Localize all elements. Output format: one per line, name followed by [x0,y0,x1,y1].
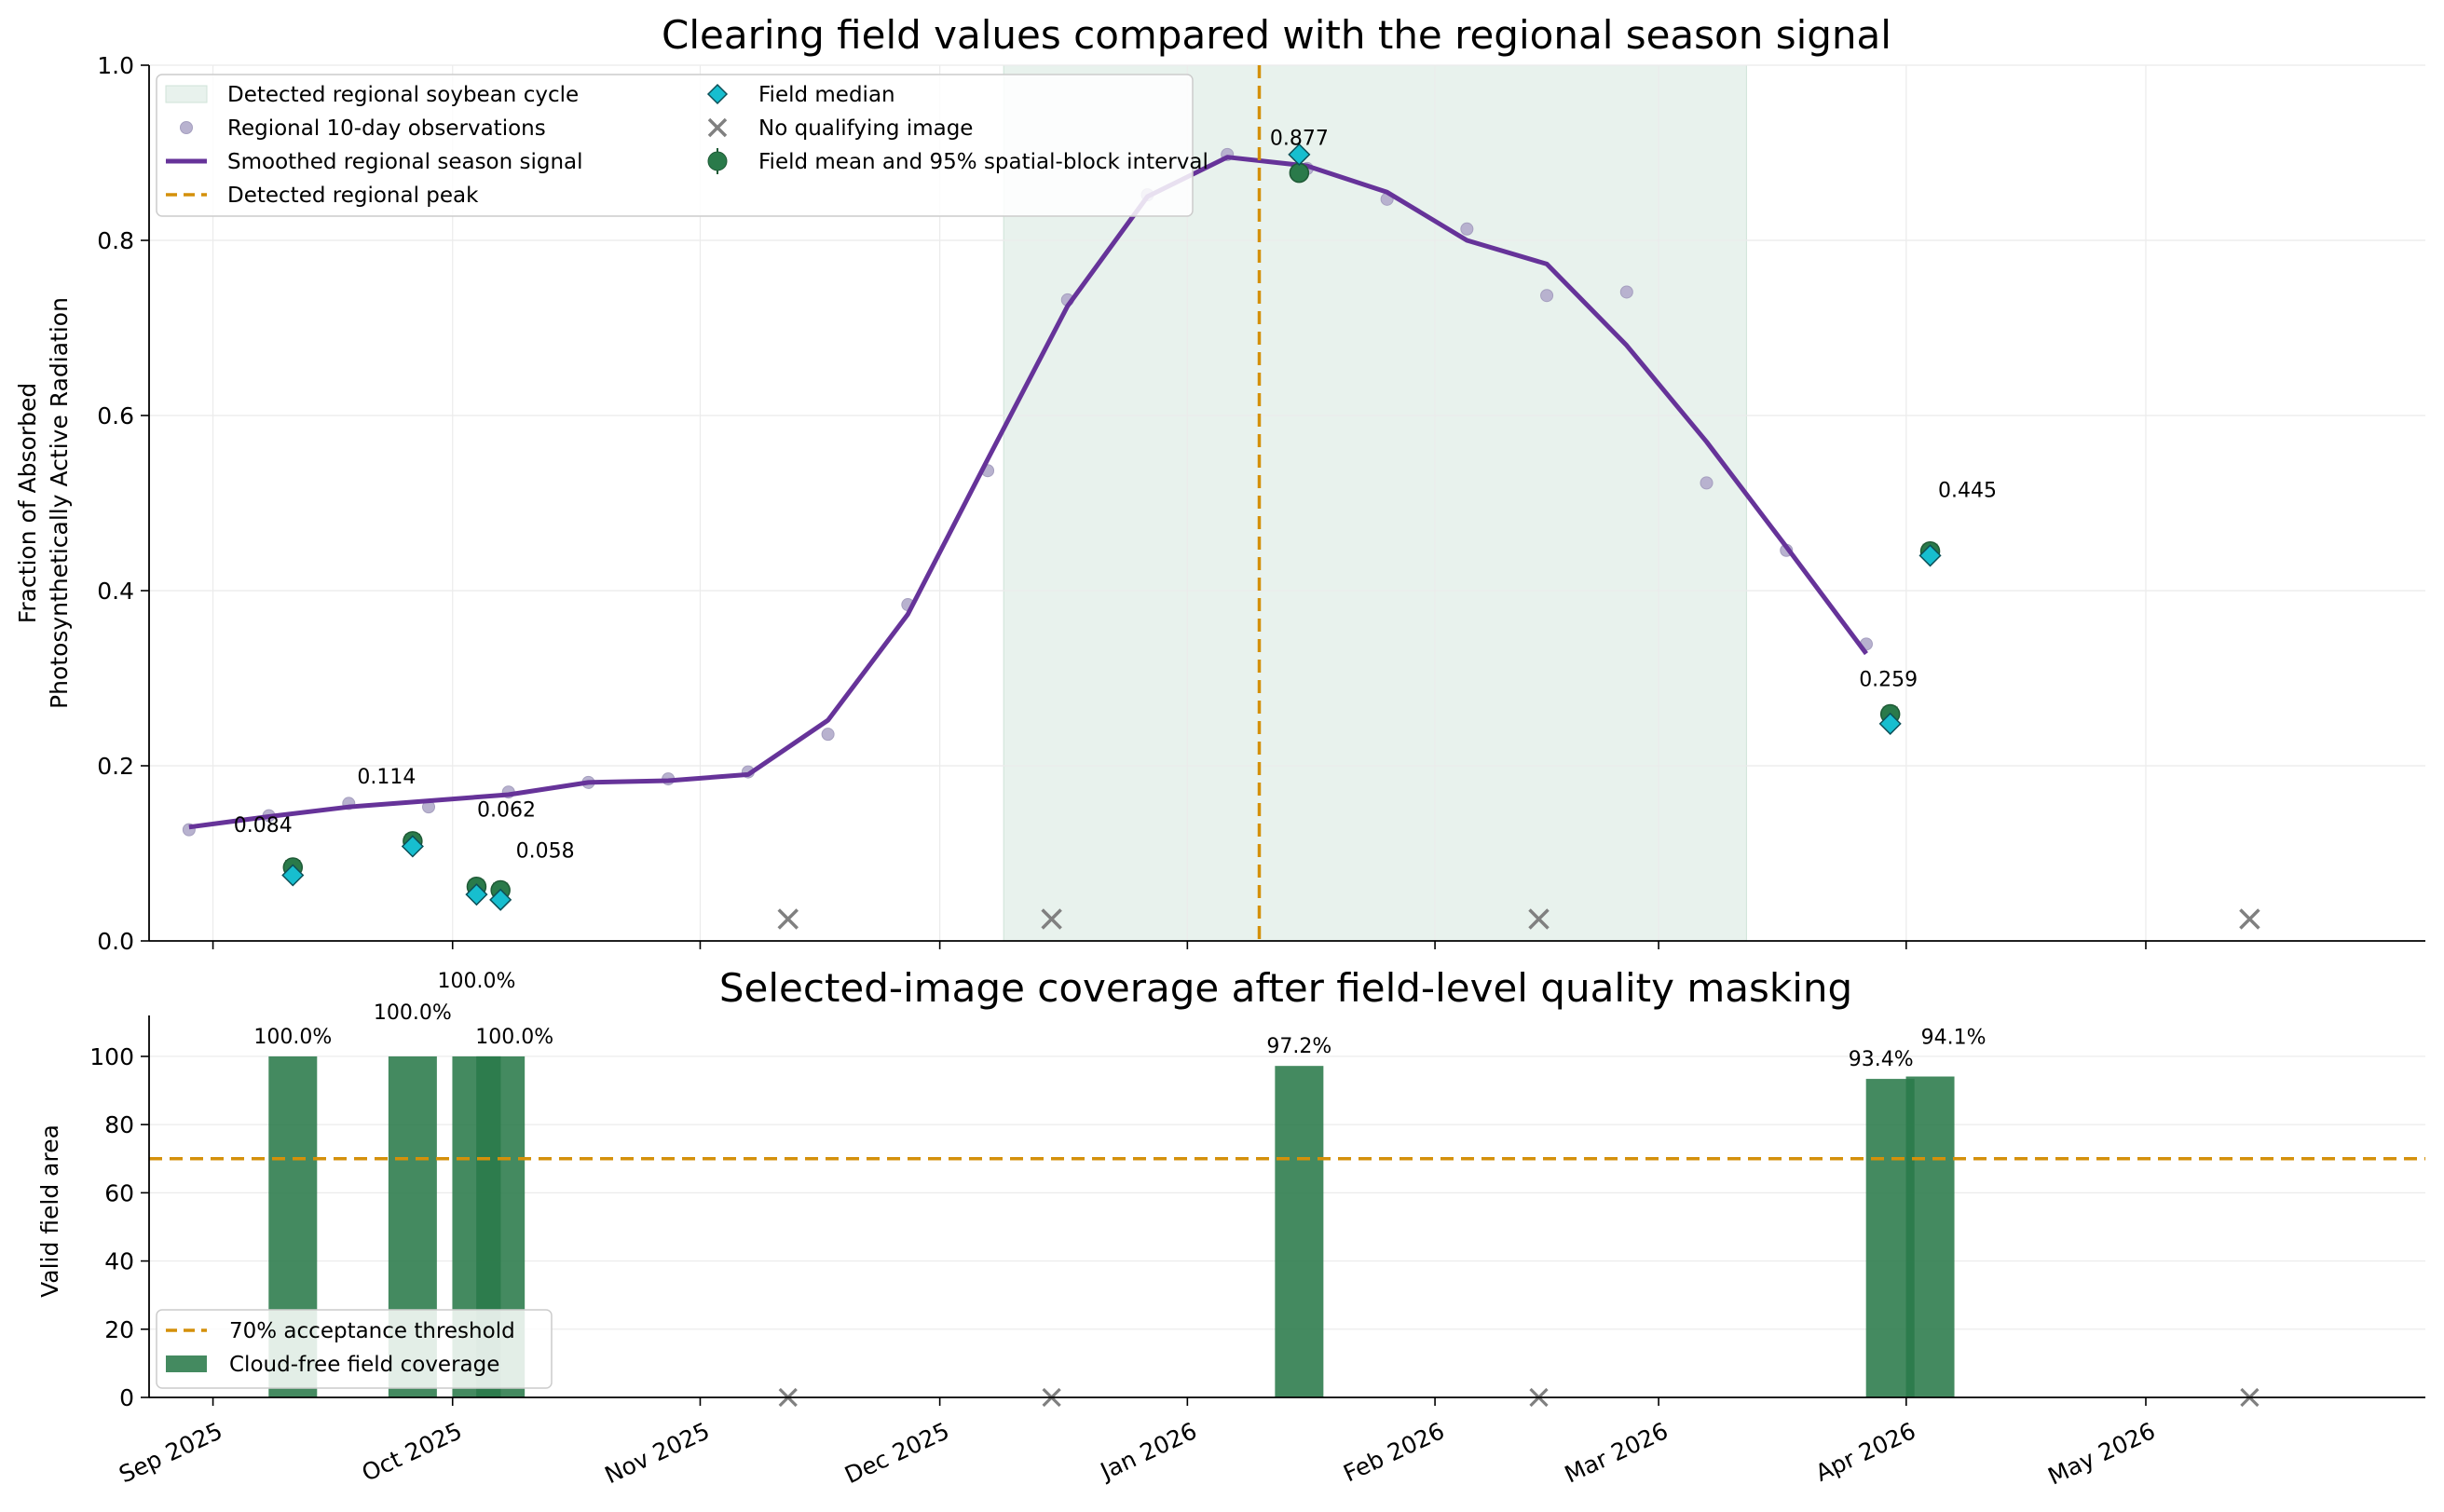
bottom-legend-frame [156,1309,553,1389]
top-legend-label-median: Field median [758,83,895,107]
field-median-4 [1288,143,1311,166]
field-mean-4 [1289,162,1310,184]
regional-observation-18 [1619,285,1633,299]
top-y-axis-label-line-2: Photosynthetically Active Radiation [46,297,73,709]
field-median-1 [401,835,424,858]
coverage-label-1: 100.0% [374,1001,452,1025]
bottom-y-tick-label-1: 20 [104,1316,134,1343]
top-chart-title: Clearing field values compared with the … [662,12,1891,58]
no-qualifying-image-marker-0 [777,908,799,930]
no-qualifying-image-marker-3 [2239,908,2260,930]
bottom-y-tick-label-5: 100 [89,1043,134,1070]
legend-swatch-median [706,83,729,105]
field-median-5 [1878,712,1902,735]
coverage-label-6: 94.1% [1921,1027,1987,1050]
bottom-y-tick-label-4: 80 [104,1111,134,1138]
top-y-axis-label-line-1: Fraction of Absorbed [14,383,41,623]
top-legend-frame [156,74,1194,217]
coverage-bar-6 [1905,1076,1955,1397]
coverage-label-2: 100.0% [438,970,516,993]
top-y-tick-label-4: 0.8 [97,227,134,254]
coverage-bar-4 [1275,1066,1324,1397]
top-y-tick-label-3: 0.6 [97,402,134,429]
bottom-y-axis-label: Valid field area [36,1124,63,1298]
top-legend-label-mean: Field mean and 95% spatial-block interva… [758,150,1208,174]
coverage-label-0: 100.0% [253,1026,332,1049]
regional-observation-19 [1700,476,1714,490]
bottom-chart-title: Selected-image coverage after field-leve… [719,965,1852,1011]
regional-observation-17 [1540,289,1554,303]
field-median-6 [1918,544,1942,567]
legend-swatch-coverage [166,1355,207,1372]
legend-swatch-cycle [165,85,208,103]
field-median-0 [281,864,305,887]
bottom-y-tick-label-0: 0 [119,1384,134,1411]
field-value-label-2: 0.062 [477,799,536,823]
coverage-label-5: 93.4% [1849,1048,1914,1071]
legend-swatch-obs [180,121,193,134]
top-legend-label-peak: Detected regional peak [227,184,479,208]
top-y-tick-label-0: 0.0 [97,928,134,955]
top-panel: Clearing field values compared with the … [14,12,2425,955]
field-value-label-1: 0.114 [357,766,416,789]
coverage-label-3: 100.0% [475,1026,553,1049]
top-legend-label-noimg: No qualifying image [758,116,973,141]
top-legend-label-obs: Regional 10-day observations [227,116,546,141]
field-value-label-5: 0.259 [1859,669,1918,692]
bottom-legend-label-threshold: 70% acceptance threshold [229,1319,515,1343]
no-qualifying-image-marker-1 [1041,908,1062,930]
field-value-label-6: 0.445 [1938,480,1997,503]
bottom-panel: Selected-image coverage after field-leve… [36,965,2425,1491]
regional-observation-8 [821,728,835,742]
top-legend-label-cycle: Detected regional soybean cycle [227,83,579,107]
top-y-tick-label-2: 0.4 [97,578,134,605]
top-legend-label-smooth: Smoothed regional season signal [227,150,583,174]
field-value-label-3: 0.058 [516,839,575,863]
field-value-label-0: 0.084 [234,814,293,838]
bottom-y-axis: 0 20 40 60 80 100 [89,1043,149,1411]
top-y-tick-label-5: 1.0 [97,52,134,79]
field-median-3 [489,888,512,911]
bottom-legend-label-coverage: Cloud-free field coverage [229,1353,499,1377]
smoothed-season-line [188,155,1868,830]
bottom-y-tick-label-3: 60 [104,1179,134,1206]
field-value-label-4: 0.877 [1270,128,1329,151]
regional-observation-16 [1460,222,1474,236]
coverage-label-4: 97.2% [1266,1035,1331,1058]
no-qualifying-image-marker-2 [1528,908,1550,930]
top-y-axis: 0.0 0.2 0.4 0.6 0.8 1.0 [97,52,149,955]
legend-swatch-noimg [707,117,728,138]
top-y-tick-label-1: 0.2 [97,753,134,780]
top-legend: Detected regional soybean cycle Regional … [156,74,1208,217]
field-median-2 [465,883,488,906]
bottom-y-tick-label-2: 40 [104,1248,134,1275]
bottom-legend: 70% acceptance threshold Cloud-free field… [156,1309,553,1389]
legend-swatch-mean [707,151,728,171]
